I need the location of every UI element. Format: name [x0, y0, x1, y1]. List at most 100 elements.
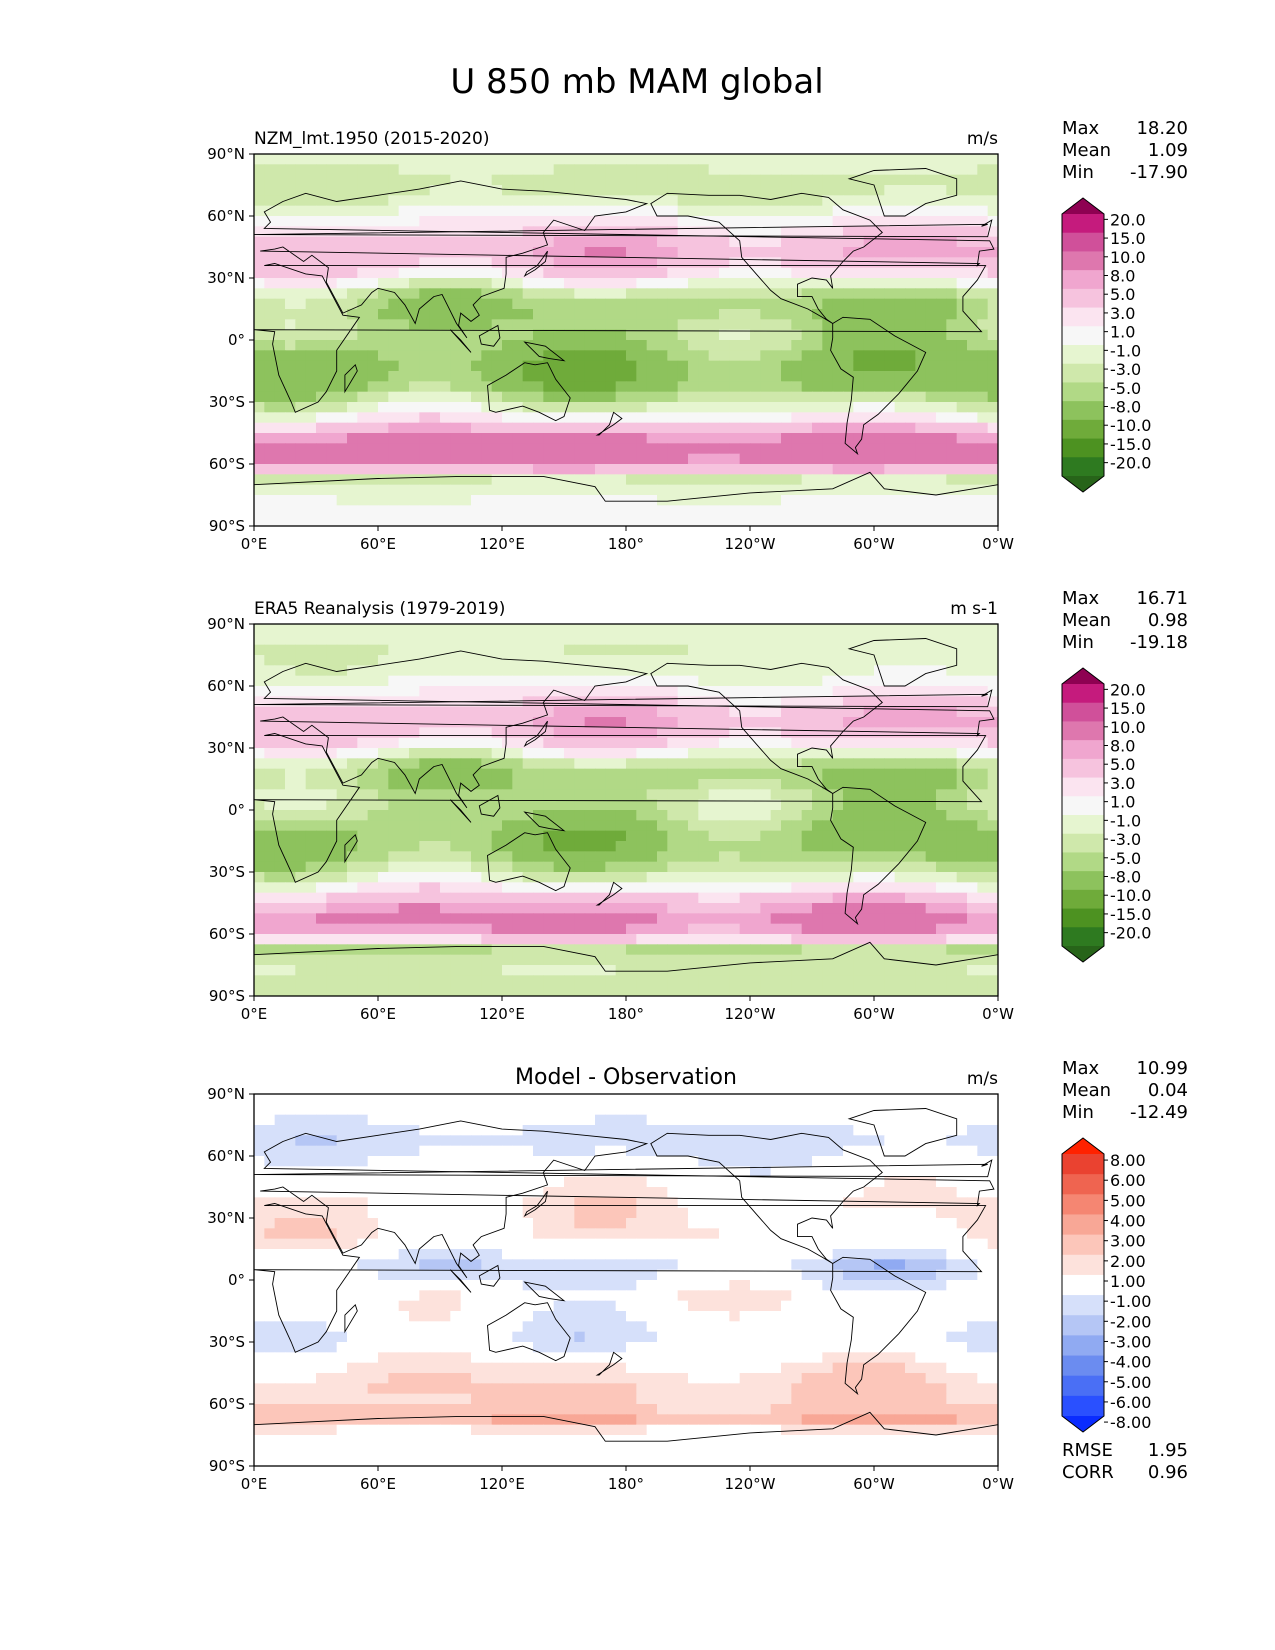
- field-cell: [698, 892, 710, 904]
- field-cell: [750, 402, 761, 413]
- field-cell: [367, 872, 379, 883]
- field-cell: [677, 484, 689, 496]
- field-cell: [481, 298, 493, 310]
- field-cell: [698, 505, 710, 517]
- field-cell: [512, 247, 524, 258]
- field-cell: [502, 247, 513, 258]
- field-cell: [605, 298, 617, 310]
- field-cell: [336, 433, 348, 444]
- field-cell: [502, 474, 513, 486]
- field-cell: [274, 340, 286, 351]
- field-cell: [905, 665, 916, 677]
- field-cell: [522, 267, 534, 279]
- field-cell: [956, 205, 968, 217]
- field-cell: [491, 515, 503, 526]
- field-cell: [688, 464, 699, 475]
- field-cell: [781, 748, 792, 759]
- field-cell: [946, 288, 958, 300]
- field-cell: [729, 903, 741, 914]
- field-cell: [316, 371, 327, 382]
- field-cell: [512, 412, 524, 424]
- field-cell: [512, 768, 524, 780]
- field-cell: [471, 727, 482, 739]
- field-cell: [915, 495, 927, 506]
- field-cell: [357, 226, 369, 238]
- field-cell: [822, 464, 834, 475]
- field-cell: [967, 371, 978, 382]
- field-cell: [274, 474, 286, 486]
- field-cell: [336, 851, 348, 863]
- field-cell: [553, 464, 565, 475]
- field-cell: [770, 696, 782, 708]
- field-cell: [677, 789, 689, 801]
- field-cell: [843, 278, 854, 289]
- field-cell: [295, 164, 307, 176]
- field-cell: [863, 288, 875, 300]
- field-cell: [925, 882, 937, 894]
- field-cell: [884, 841, 896, 852]
- field-cell: [264, 226, 276, 238]
- field-cell: [977, 247, 989, 258]
- field-cell: [378, 944, 389, 956]
- field-cell: [367, 892, 379, 904]
- field-cell: [801, 422, 813, 434]
- field-cell: [533, 464, 544, 475]
- field-cell: [347, 861, 358, 873]
- field-cell: [564, 779, 575, 790]
- field-cell: [791, 340, 803, 351]
- field-cell: [822, 830, 834, 842]
- field-cell: [378, 789, 389, 801]
- field-cell: [977, 309, 989, 320]
- field-cell: [388, 453, 400, 465]
- field-cell: [750, 309, 761, 320]
- field-cell: [512, 841, 524, 852]
- colorbar-segment: [1062, 457, 1104, 477]
- x-tick-label: 120°E: [479, 535, 525, 553]
- field-cell: [791, 861, 803, 873]
- field-cell: [657, 350, 668, 362]
- field-cell: [295, 391, 307, 403]
- field-cell: [502, 789, 513, 801]
- field-cell: [677, 391, 689, 403]
- field-cell: [636, 412, 648, 424]
- field-cell: [615, 727, 627, 739]
- field-cell: [750, 913, 761, 925]
- field-cell: [316, 236, 327, 248]
- field-cell: [440, 913, 451, 925]
- field-cell: [274, 453, 286, 465]
- field-cell: [894, 696, 906, 708]
- field-cell: [905, 288, 916, 300]
- field-cell: [522, 174, 534, 186]
- field-cell: [254, 443, 265, 455]
- field-cell: [956, 923, 968, 935]
- field-cell: [770, 360, 782, 372]
- field-cell: [378, 381, 389, 393]
- field-cell: [388, 913, 400, 925]
- field-cell: [326, 360, 338, 372]
- field-cell: [460, 934, 472, 945]
- field-cell: [285, 216, 296, 227]
- field-cell: [791, 923, 803, 935]
- field-cell: [719, 748, 730, 759]
- colorbar-label: -10.0: [1110, 416, 1151, 435]
- field-cell: [254, 319, 265, 331]
- field-cell: [316, 748, 327, 759]
- field-cell: [853, 706, 865, 718]
- field-cell: [812, 267, 823, 279]
- field-cell: [646, 484, 658, 496]
- field-cell: [894, 830, 906, 842]
- field-cell: [553, 154, 565, 165]
- field-cell: [822, 443, 834, 455]
- field-cell: [791, 422, 803, 434]
- field-cell: [512, 624, 524, 635]
- field-cell: [946, 789, 958, 801]
- field-cell: [874, 257, 885, 269]
- field-cell: [615, 799, 627, 811]
- field-cell: [760, 288, 772, 300]
- field-cell: [512, 360, 524, 372]
- field-cell: [770, 768, 782, 780]
- field-cell: [791, 851, 803, 863]
- field-cell: [274, 696, 286, 708]
- field-cell: [946, 371, 958, 382]
- field-cell: [595, 934, 606, 945]
